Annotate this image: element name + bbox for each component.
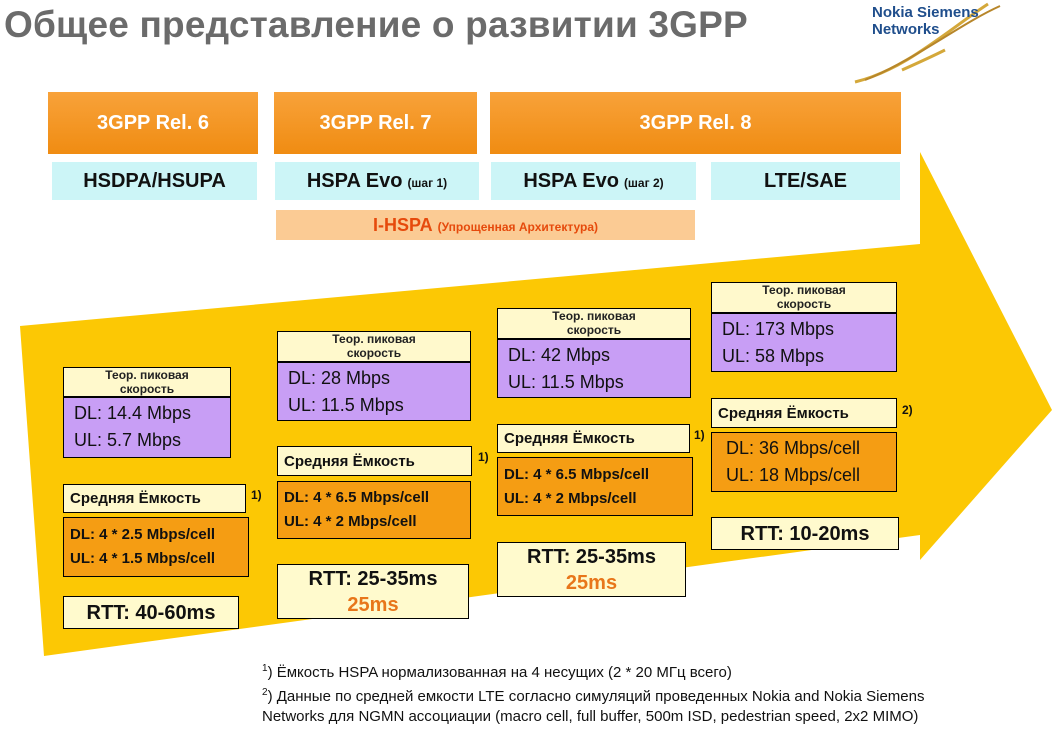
peak-header-line-1: Теор. пиковая: [762, 283, 846, 297]
tech-hspa-evo-step1: HSPA Evo (шаг 1): [275, 162, 479, 200]
avg-capacity-header-rel6: Средняя Ёмкость: [63, 484, 246, 513]
ihspa-bar: I-HSPA (Упрощенная Архитектура): [276, 210, 695, 240]
rtt-rel6: RTT: 40-60ms: [63, 596, 239, 629]
tech-name: HSDPA/HSUPA: [83, 169, 226, 192]
peak-header-line-1: Теор. пиковая: [332, 332, 416, 346]
peak-header-line-2: скорость: [776, 297, 832, 311]
rtt-lte: RTT: 10-20ms: [711, 517, 899, 550]
peak-ul: UL: 11.5 Mbps: [288, 395, 404, 415]
peak-ul: UL: 11.5 Mbps: [508, 372, 624, 392]
footnote-ref: 1): [694, 428, 705, 442]
footnote-ref: 1): [478, 450, 489, 464]
peak-header-line-2: скорость: [346, 346, 402, 360]
footnote-1: 1) Ёмкость HSPA нормализованная на 4 нес…: [262, 659, 962, 683]
rtt-ihspa-value: 25ms: [347, 593, 399, 616]
rtt-value: RTT: 25-35ms: [527, 545, 656, 568]
rtt-value: RTT: 40-60ms: [86, 601, 216, 624]
release-rel6: 3GPP Rel. 6: [48, 92, 258, 154]
peak-speed-rel8-hspa: DL: 42 Mbps UL: 11.5 Mbps: [497, 339, 691, 398]
footnote-mark: 2: [262, 687, 268, 698]
footnote-text: ) Данные по средней емкости LTE согласно…: [262, 688, 925, 725]
peak-header-lte: Теор. пиковая скорость: [711, 282, 897, 313]
avg-ul: UL: 18 Mbps/cell: [726, 465, 861, 485]
ihspa-note: (Упрощенная Архитектура): [437, 220, 599, 234]
rtt-value: RTT: 10-20ms: [740, 522, 870, 545]
ihspa-name: I-HSPA: [372, 214, 433, 235]
footnote-ref: 1): [251, 488, 262, 502]
avg-capacity-header-rel8-hspa: Средняя Ёмкость: [497, 424, 690, 453]
peak-header-rel6: Теор. пиковая скорость: [63, 367, 231, 397]
tech-name: HSPA Evo: [523, 169, 619, 192]
peak-speed-rel6: DL: 14.4 Mbps UL: 5.7 Mbps: [63, 397, 231, 458]
tech-name: LTE/SAE: [764, 169, 847, 192]
logo-line-2: Networks: [872, 21, 940, 38]
footnote-2: 2) Данные по средней емкости LTE согласн…: [262, 683, 962, 727]
release-rel8: 3GPP Rel. 8: [490, 92, 901, 154]
peak-dl: DL: 173 Mbps: [722, 319, 835, 339]
peak-dl: DL: 42 Mbps: [508, 345, 611, 365]
avg-dl: DL: 4 * 6.5 Mbps/cell: [504, 465, 650, 483]
footnotes: 1) Ёмкость HSPA нормализованная на 4 нес…: [262, 659, 962, 727]
company-logo: Nokia Siemens Networks: [872, 4, 979, 38]
peak-header-line-2: скорость: [119, 382, 175, 396]
peak-dl: DL: 28 Mbps: [288, 368, 391, 388]
avg-capacity-header-rel7: Средняя Ёмкость: [277, 446, 472, 476]
rtt-rel8-hspa: RTT: 25-35ms 25ms: [497, 542, 686, 597]
tech-step: (шаг 2): [623, 176, 664, 190]
tech-hspa-evo-step2: HSPA Evo (шаг 2): [491, 162, 696, 200]
page-title: Общее представление о развитии 3GPP: [4, 4, 748, 45]
logo-line-1: Nokia Siemens: [872, 4, 979, 21]
avg-dl: DL: 36 Mbps/cell: [726, 438, 861, 458]
peak-header-rel7: Теор. пиковая скорость: [277, 331, 471, 362]
peak-speed-rel7: DL: 28 Mbps UL: 11.5 Mbps: [277, 362, 471, 421]
avg-capacity-lte: DL: 36 Mbps/cell UL: 18 Mbps/cell: [711, 432, 897, 492]
avg-dl: DL: 4 * 2.5 Mbps/cell: [70, 526, 216, 543]
peak-speed-lte: DL: 173 Mbps UL: 58 Mbps: [711, 313, 897, 372]
avg-capacity-rel8-hspa: DL: 4 * 6.5 Mbps/cell UL: 4 * 2 Mbps/cel…: [497, 457, 693, 516]
peak-ul: UL: 5.7 Mbps: [74, 430, 182, 450]
footnote-mark: 1: [262, 663, 268, 674]
avg-dl: DL: 4 * 6.5 Mbps/cell: [284, 489, 430, 506]
footnote-text: ) Ёмкость HSPA нормализованная на 4 несу…: [267, 664, 732, 681]
tech-name: HSPA Evo: [306, 169, 403, 192]
avg-capacity-header-lte: Средняя Ёмкость: [711, 398, 897, 428]
avg-ul: UL: 4 * 1.5 Mbps/cell: [70, 550, 216, 567]
peak-header-line-2: скорость: [566, 323, 622, 337]
peak-header-line-1: Теор. пиковая: [552, 309, 636, 323]
release-rel7: 3GPP Rel. 7: [274, 92, 477, 154]
avg-ul: UL: 4 * 2 Mbps/cell: [504, 489, 637, 507]
rtt-ihspa-value: 25ms: [565, 571, 618, 594]
peak-ul: UL: 58 Mbps: [722, 346, 825, 366]
avg-capacity-rel7: DL: 4 * 6.5 Mbps/cell UL: 4 * 2 Mbps/cel…: [277, 481, 471, 539]
tech-hsdpa-hsupa: HSDPA/HSUPA: [52, 162, 257, 200]
rtt-value: RTT: 25-35ms: [308, 567, 438, 590]
avg-ul: UL: 4 * 2 Mbps/cell: [284, 513, 417, 530]
tech-lte-sae: LTE/SAE: [711, 162, 900, 200]
peak-header-rel8-hspa: Теор. пиковая скорость: [497, 308, 691, 339]
footnote-ref: 2): [902, 403, 913, 417]
peak-header-line-1: Теор. пиковая: [105, 368, 189, 382]
tech-step: (шаг 1): [407, 176, 448, 190]
peak-dl: DL: 14.4 Mbps: [74, 403, 192, 423]
rtt-rel7: RTT: 25-35ms 25ms: [277, 564, 469, 619]
avg-capacity-rel6: DL: 4 * 2.5 Mbps/cell UL: 4 * 1.5 Mbps/c…: [63, 517, 249, 577]
